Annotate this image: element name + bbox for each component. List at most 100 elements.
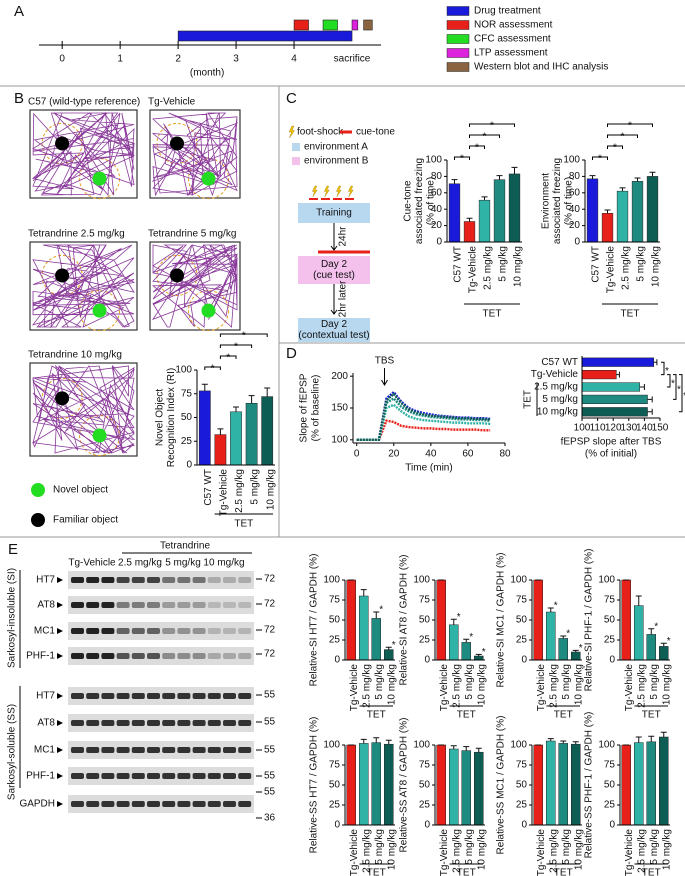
bar (245, 403, 258, 466)
blot-band (177, 602, 191, 608)
x-tick-label: 0 (354, 449, 360, 460)
error-bar (475, 747, 482, 753)
y-axis-label: Relative-SI MC1 / GAPDH (%) (496, 552, 507, 687)
marker-label: 55 (264, 745, 276, 756)
y-axis-label: (% of time) (426, 177, 437, 225)
y-tick-label: 20 (431, 220, 443, 231)
legend-swatch (446, 34, 470, 44)
x-tick-label: 10 mg/kg (574, 829, 585, 870)
zone (188, 158, 229, 200)
blot-band (162, 801, 176, 807)
trajectory (151, 244, 238, 328)
y-tick-label: 75 (516, 595, 528, 606)
y-tick-label: 0 (436, 237, 442, 248)
blot-row-label: HT7 (36, 691, 55, 702)
blot-row-label: MC1 (34, 626, 56, 637)
session-label: Day 2 (321, 259, 348, 270)
significance: * (566, 629, 570, 640)
bracket (607, 123, 653, 127)
bar (461, 642, 471, 661)
group-label: TET (554, 710, 573, 721)
error-bar (475, 653, 482, 656)
y-tick-label: 2.5 mg/kg (534, 382, 578, 393)
error-bar (639, 384, 645, 390)
bar (558, 743, 568, 826)
x-tick-label: 2.5 mg/kg (362, 829, 373, 873)
blot-band (147, 577, 160, 583)
bar (198, 390, 211, 466)
bar (478, 199, 491, 243)
error-bar (648, 735, 655, 742)
blot-band (101, 747, 115, 753)
x-tick-label: 2.5 mg/kg (452, 664, 463, 708)
blot-band (116, 693, 130, 699)
error-bar (264, 387, 271, 397)
bar (463, 221, 476, 243)
blot-band (177, 720, 191, 726)
annotation: TBS (375, 356, 395, 367)
blot-strip (68, 767, 254, 785)
x-tick-label: 4 (291, 54, 297, 65)
error-bar (635, 595, 642, 606)
x-tick-label: C57 WT (203, 469, 214, 506)
blot-band (162, 720, 176, 726)
blot-band (162, 628, 176, 634)
blot-band (192, 693, 206, 699)
y-tick-label: 0 (609, 820, 615, 831)
blot-band (147, 720, 160, 726)
significance: * (379, 605, 383, 616)
x-tick-label: Tg-Vehicle (349, 664, 360, 712)
blot-band (162, 693, 176, 699)
x-tick-label: 2 (175, 54, 181, 65)
significance: * (579, 643, 583, 654)
legend-familiar (31, 513, 45, 527)
error-bar (560, 740, 567, 744)
bar (586, 178, 599, 243)
phase-bar (293, 19, 309, 31)
blot-band (207, 653, 221, 659)
error-bar (450, 745, 457, 749)
blot-band (192, 773, 206, 779)
y-tick-label: 75 (604, 760, 616, 771)
blot-band (238, 801, 252, 807)
bar (461, 750, 471, 826)
y-tick-label: 40 (431, 204, 443, 215)
blot-band (101, 801, 115, 807)
blot-band (207, 773, 221, 779)
zone (79, 415, 121, 457)
blot-band (177, 693, 191, 699)
bar (581, 407, 648, 417)
group-label: TET (483, 309, 502, 320)
legend-label: NOR assessment (474, 20, 553, 31)
blot-row-label: MC1 (34, 745, 56, 756)
env-b-swatch (292, 157, 300, 165)
bar (346, 744, 356, 826)
session-box (298, 318, 370, 342)
blot-band (207, 628, 221, 634)
interval-label: 2hr later (338, 280, 349, 317)
blot-band (177, 628, 191, 634)
x-tick-label: 140 (636, 423, 653, 434)
significance: * (482, 647, 486, 658)
y-tick-label: Tg-Vehicle (531, 369, 579, 380)
session-label: (contextual test) (298, 330, 369, 341)
y-tick-label: 0 (609, 655, 615, 666)
fraction-label: Sarkosyl-insoluble (SI) (7, 568, 18, 668)
error-bar (481, 196, 488, 201)
x-tick-label: 40 (425, 449, 437, 460)
panel-label: B (14, 90, 24, 107)
trajectory (31, 364, 136, 454)
y-tick-label: 75 (329, 760, 341, 771)
y-tick-label: 100 (323, 740, 340, 751)
y-tick-label: 20 (569, 220, 581, 231)
blot-band (192, 602, 206, 608)
familiar-object (55, 391, 70, 406)
x-tick-label: Tg-Vehicle (468, 246, 479, 294)
error-bar (604, 209, 611, 214)
lane-group: 5 mg/kg (165, 558, 201, 569)
error-bar (511, 166, 518, 174)
bar (346, 579, 356, 661)
x-tick-label: 2.5 mg/kg (621, 246, 632, 290)
blot-band (101, 653, 115, 659)
